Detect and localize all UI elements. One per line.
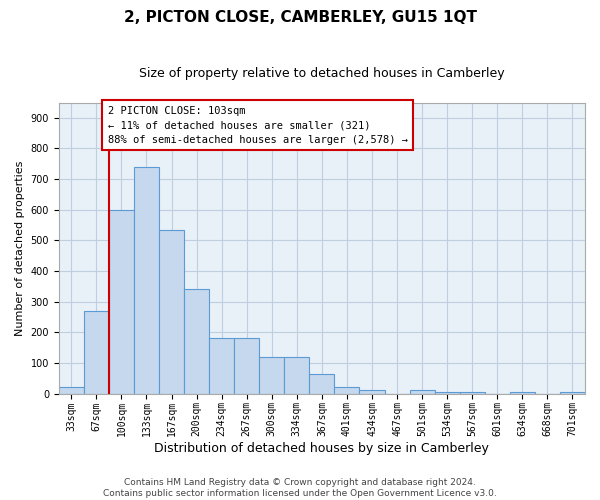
Text: 2 PICTON CLOSE: 103sqm
← 11% of detached houses are smaller (321)
88% of semi-de: 2 PICTON CLOSE: 103sqm ← 11% of detached… xyxy=(107,106,407,145)
Bar xyxy=(334,388,359,394)
Bar xyxy=(460,392,485,394)
Text: Contains HM Land Registry data © Crown copyright and database right 2024.
Contai: Contains HM Land Registry data © Crown c… xyxy=(103,478,497,498)
Bar xyxy=(284,357,310,394)
Bar xyxy=(184,290,209,394)
Bar xyxy=(560,392,585,394)
Bar xyxy=(510,392,535,394)
Bar xyxy=(234,338,259,394)
Bar xyxy=(410,390,434,394)
Bar xyxy=(359,390,385,394)
Y-axis label: Number of detached properties: Number of detached properties xyxy=(15,160,25,336)
Bar xyxy=(159,230,184,394)
Text: 2, PICTON CLOSE, CAMBERLEY, GU15 1QT: 2, PICTON CLOSE, CAMBERLEY, GU15 1QT xyxy=(124,10,476,25)
Bar xyxy=(84,311,109,394)
Bar xyxy=(134,167,159,394)
Bar xyxy=(434,392,460,394)
Bar xyxy=(109,210,134,394)
X-axis label: Distribution of detached houses by size in Camberley: Distribution of detached houses by size … xyxy=(154,442,490,455)
Title: Size of property relative to detached houses in Camberley: Size of property relative to detached ho… xyxy=(139,68,505,80)
Bar xyxy=(59,388,84,394)
Bar xyxy=(310,374,334,394)
Bar xyxy=(209,338,234,394)
Bar xyxy=(259,357,284,394)
